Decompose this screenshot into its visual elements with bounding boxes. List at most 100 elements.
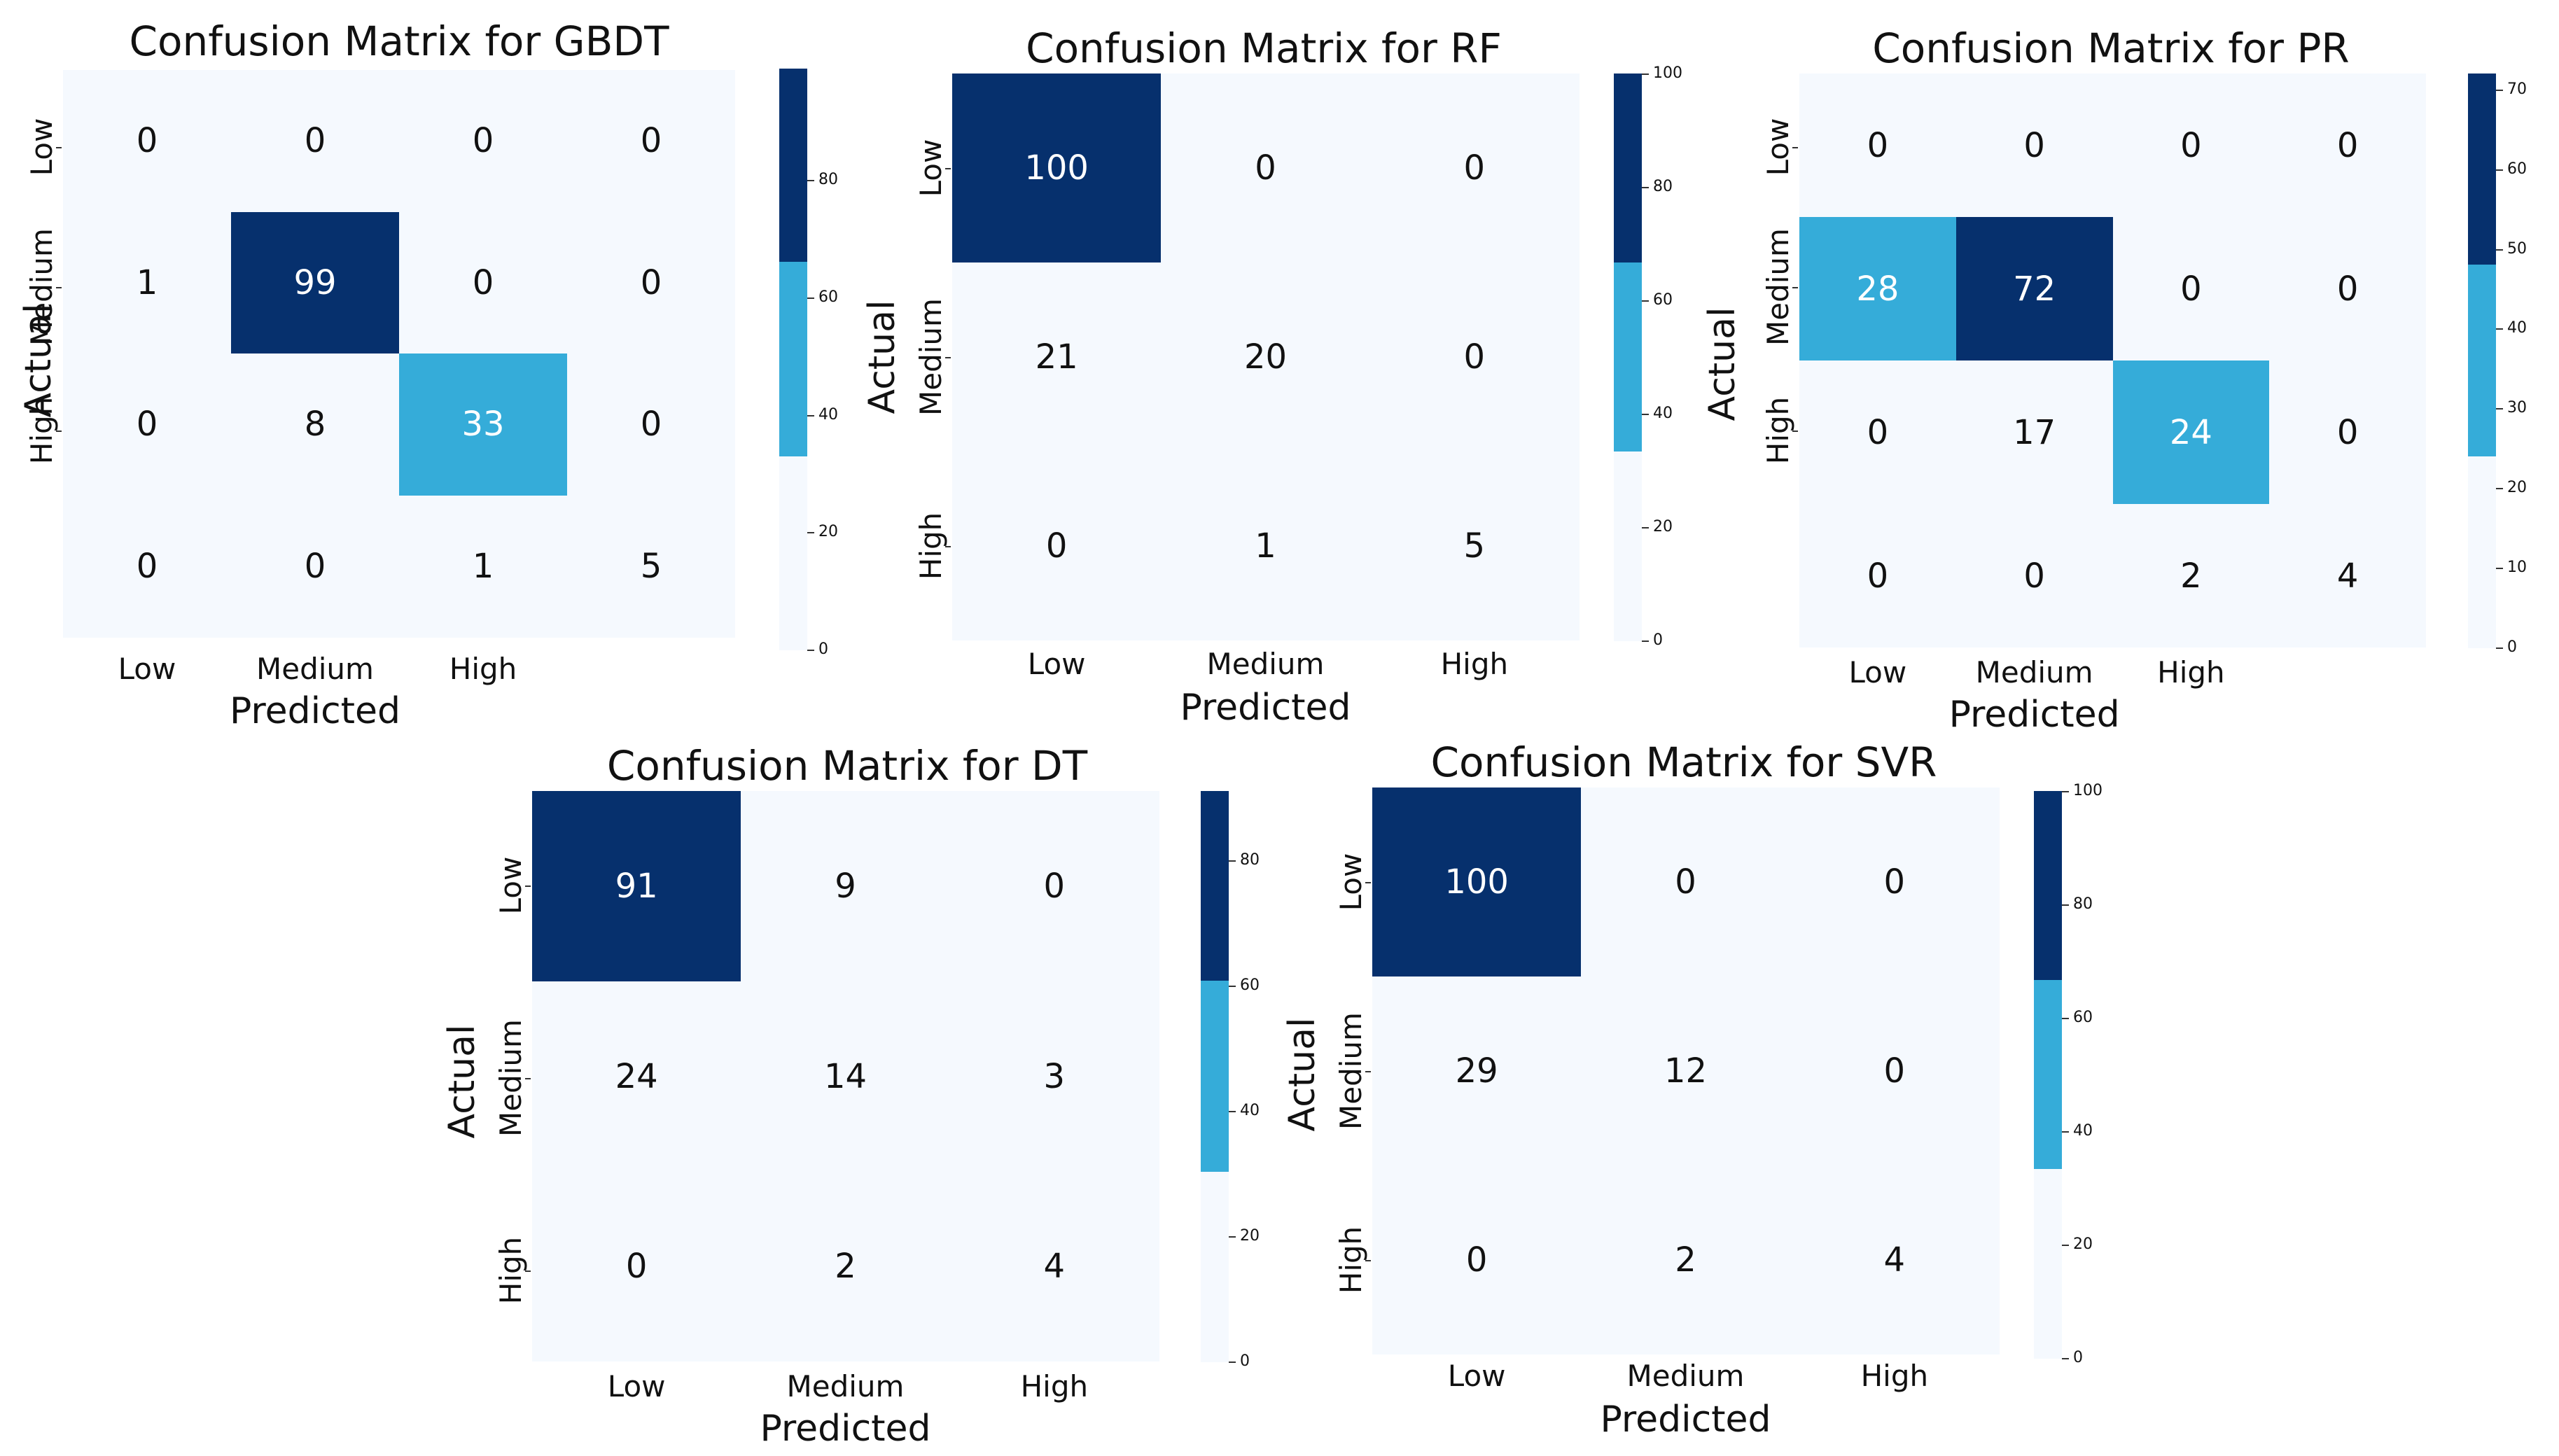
cell-value: 1: [1255, 526, 1276, 566]
cell-value: 91: [615, 866, 658, 906]
cell-value: 2: [1675, 1240, 1696, 1280]
colorbar-tick-label: 60: [2507, 160, 2527, 178]
colorbar-tick-mark: [2496, 169, 2503, 171]
cell-value: 0: [640, 262, 662, 302]
heatmap-cell: [1955, 74, 2113, 217]
panel-title: Confusion Matrix for PR: [1872, 24, 2350, 72]
heatmap-cell: [231, 70, 399, 212]
cell-value: 0: [472, 262, 494, 302]
cell-value: 0: [1867, 556, 1889, 596]
cell-value: 0: [136, 546, 158, 586]
heatmap-cell: [1955, 360, 2113, 504]
x-tick-label: Medium: [256, 652, 374, 686]
colorbar-tick-label: 0: [2507, 638, 2517, 656]
cell-value: 0: [1867, 125, 1889, 165]
y-tick-label: Medium: [1334, 1012, 1368, 1130]
x-tick-label: Medium: [1626, 1359, 1745, 1393]
x-axis-label: Predicted: [1600, 1399, 1771, 1441]
colorbar-segment: [779, 69, 807, 263]
heatmap-cell: [952, 451, 1162, 640]
cell-value: 2: [835, 1247, 856, 1287]
colorbar: [1614, 74, 1642, 641]
heatmap-cell: [2269, 504, 2427, 648]
x-tick-label: Low: [607, 1369, 666, 1404]
y-tick-mark: [525, 1270, 531, 1272]
colorbar-tick-label: 100: [2073, 782, 2103, 799]
y-tick-mark: [56, 430, 62, 432]
panel-title: Confusion Matrix for GBDT: [129, 18, 669, 65]
y-tick-label: High: [494, 1236, 528, 1305]
heatmap-cell: [1799, 360, 1956, 504]
y-tick-mark: [525, 886, 531, 887]
heatmap-cell: [949, 981, 1159, 1172]
heatmap-cell: [1161, 262, 1371, 451]
colorbar-segment: [1201, 1171, 1229, 1362]
heatmap-cell: [1790, 1166, 2000, 1354]
colorbar-segment: [2468, 74, 2496, 266]
colorbar-tick-label: 80: [1653, 178, 1673, 195]
colorbar-tick-label: 0: [1653, 631, 1663, 649]
colorbar-tick-mark: [2496, 568, 2503, 570]
cell-value: 0: [472, 121, 494, 161]
heatmap-cell: [399, 211, 567, 354]
colorbar-tick-label: 80: [1240, 850, 1260, 869]
heatmap-cell: [567, 354, 735, 496]
cell-value: 1: [136, 262, 158, 302]
colorbar-tick-mark: [2496, 328, 2503, 330]
cell-value: 0: [1465, 1240, 1488, 1280]
heatmap-cell: [741, 1171, 951, 1362]
heatmap-cell: [1790, 976, 2000, 1166]
x-tick-label: High: [1020, 1369, 1089, 1404]
heatmap-cell: [567, 211, 735, 354]
colorbar-tick-label: 80: [2073, 895, 2093, 913]
heatmap-cell: [741, 791, 951, 981]
heatmap-cell: [949, 1171, 1159, 1362]
colorbar-tick-mark: [2062, 1131, 2069, 1133]
cell-value: 100: [1444, 862, 1509, 902]
heatmap-cell: [532, 981, 741, 1172]
cell-value: 9: [835, 866, 856, 906]
x-axis-label: Predicted: [229, 690, 401, 732]
colorbar-tick-mark: [807, 414, 814, 416]
cell-value: 0: [1867, 412, 1889, 452]
cell-value: 0: [2180, 269, 2202, 309]
heatmap-cell: [1372, 1166, 1582, 1354]
cell-value: 100: [1024, 148, 1089, 188]
y-tick-mark: [1365, 1260, 1371, 1261]
colorbar-tick-mark: [1229, 985, 1236, 987]
y-tick-label: High: [1761, 396, 1795, 465]
cell-value: 0: [1255, 148, 1276, 188]
colorbar-tick-mark: [1642, 300, 1649, 302]
colorbar-tick-mark: [807, 297, 814, 299]
heatmap-cell: [567, 70, 735, 212]
cell-value: 0: [304, 121, 326, 161]
x-tick-label: High: [1860, 1359, 1929, 1393]
cell-value: 12: [1664, 1051, 1708, 1091]
heatmap-cell: [63, 211, 231, 354]
cell-value: 29: [1455, 1051, 1498, 1091]
colorbar: [2034, 791, 2062, 1359]
y-tick-label: Low: [1334, 853, 1368, 911]
cell-value: 0: [1463, 148, 1486, 188]
colorbar-segment: [1201, 981, 1229, 1172]
x-tick-label: Medium: [1206, 647, 1325, 681]
heatmap-cell: [2269, 360, 2427, 504]
colorbar-tick-mark: [807, 180, 814, 182]
colorbar-tick-label: 60: [2073, 1009, 2093, 1026]
heatmap-cell: [1799, 504, 1956, 648]
heatmap-cell: [2112, 504, 2270, 648]
heatmap-cell: [952, 262, 1162, 451]
heatmap-cell: [231, 495, 399, 638]
colorbar-tick-label: 40: [2073, 1122, 2093, 1140]
heatmap-cell: [1799, 217, 1956, 360]
cell-value: 20: [1243, 337, 1288, 377]
x-tick-label: Low: [1848, 655, 1907, 690]
heatmap-cell: [1369, 451, 1580, 640]
y-tick-label: Low: [1761, 118, 1795, 176]
cell-value: 33: [461, 405, 505, 444]
cell-value: 4: [2336, 556, 2359, 596]
cell-value: 4: [1043, 1247, 1066, 1287]
colorbar-tick-label: 10: [2507, 559, 2527, 577]
colorbar-tick-mark: [1229, 1362, 1236, 1363]
y-tick-mark: [945, 546, 951, 547]
